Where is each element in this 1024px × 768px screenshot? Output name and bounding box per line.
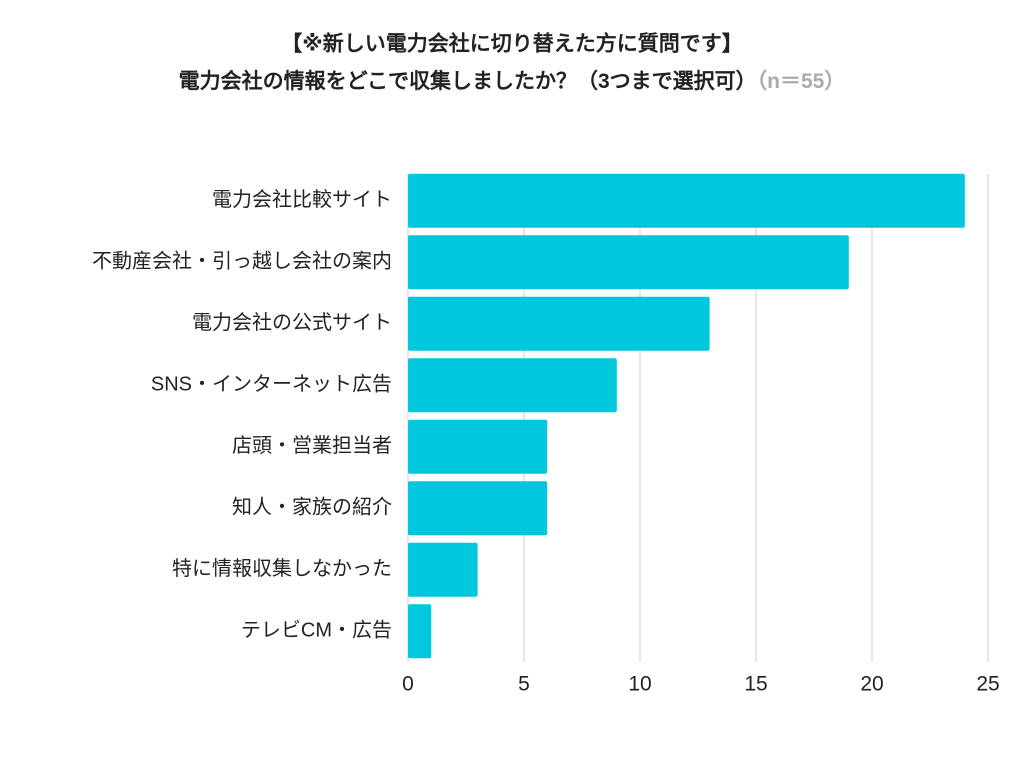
y-tick-label: 電力会社の公式サイト (192, 311, 392, 334)
bar (408, 542, 478, 597)
chart-subtitle: 電力会社の情報をどこで収集しましたか？（3つまで選択可） (179, 69, 757, 93)
sample-note: （n＝55） (757, 69, 846, 93)
chart-title: 【※新しい電力会社に切り替えた方に質問です】 (281, 32, 742, 56)
x-tick-label: 10 (628, 673, 651, 696)
x-tick-label: 5 (518, 673, 530, 696)
bar (408, 604, 432, 659)
y-tick-label: 電力会社比較サイト (212, 188, 392, 211)
y-tick-label: SNS・インターネット広告 (151, 373, 392, 396)
x-tick-label: 0 (402, 673, 414, 696)
y-tick-label: テレビCM・広告 (241, 619, 392, 642)
bar (408, 296, 710, 351)
chart-subtitle-line: 電力会社の情報をどこで収集しましたか？（3つまで選択可）（n＝55） (179, 69, 846, 93)
y-tick-label: 特に情報収集しなかった (172, 557, 392, 580)
bar (408, 419, 548, 474)
bar (408, 235, 849, 290)
x-tick-label: 15 (744, 673, 767, 696)
y-tick-label: 知人・家族の紹介 (232, 496, 392, 519)
bar (408, 358, 617, 413)
x-tick-label: 25 (976, 673, 999, 696)
bar (408, 481, 548, 536)
y-tick-label: 不動産会社・引っ越し会社の案内 (92, 250, 392, 273)
y-tick-label: 店頭・営業担当者 (232, 434, 392, 457)
bar (408, 173, 965, 228)
x-tick-label: 20 (860, 673, 883, 696)
